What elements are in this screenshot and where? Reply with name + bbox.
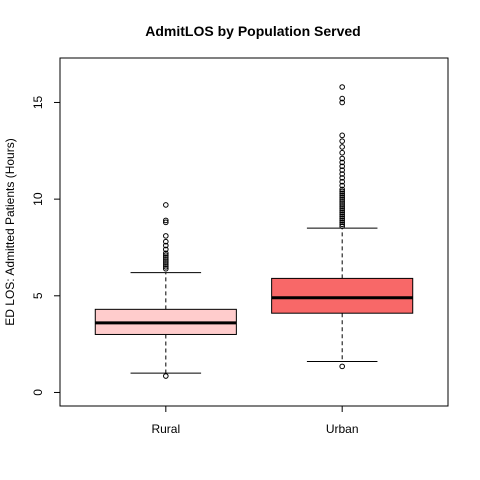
outlier-point <box>339 138 345 144</box>
outlier-point <box>163 246 169 253</box>
outlier-point <box>339 196 345 202</box>
outlier-point <box>339 175 345 181</box>
outlier-point <box>339 159 345 166</box>
outlier-point <box>163 250 169 257</box>
y-tick-label: 5 <box>31 292 45 299</box>
outlier-point <box>163 252 169 258</box>
outlier-point <box>339 202 345 208</box>
outlier-point <box>339 194 345 200</box>
outlier-point <box>339 188 345 195</box>
x-tick-label: Urban <box>326 422 359 436</box>
outlier-point <box>163 264 169 270</box>
outlier-point <box>163 373 169 379</box>
outlier-point <box>339 178 345 185</box>
outlier-point <box>163 260 169 266</box>
outlier-point <box>339 171 345 177</box>
box-urban <box>271 277 414 314</box>
y-tick-label: 0 <box>31 389 45 396</box>
outlier-point <box>339 204 345 210</box>
outlier-point <box>339 209 345 216</box>
outlier-point <box>339 213 345 220</box>
outlier-point <box>163 238 169 245</box>
outlier-point <box>339 84 345 90</box>
outlier-point <box>339 95 345 102</box>
chart-title: AdmitLOS by Population Served <box>145 23 360 39</box>
x-tick-label: Rural <box>151 422 180 436</box>
outlier-point <box>339 149 345 156</box>
outlier-point <box>339 363 345 370</box>
outlier-point <box>163 256 169 262</box>
outlier-point <box>163 219 169 226</box>
outlier-point <box>339 200 345 206</box>
outlier-point <box>163 217 169 224</box>
outlier-point <box>163 258 169 264</box>
outlier-point <box>339 144 345 150</box>
outlier-point <box>339 190 345 197</box>
outlier-point <box>339 99 345 106</box>
outlier-point <box>163 254 169 260</box>
y-tick-label: 10 <box>31 192 45 206</box>
y-axis-label: ED LOS: Admitted Patients (Hours) <box>3 138 17 325</box>
outlier-point <box>163 265 169 272</box>
plot-border <box>59 57 449 407</box>
outlier-point <box>339 221 345 228</box>
outlier-point <box>339 155 345 162</box>
y-tick-label: 15 <box>31 95 45 109</box>
outlier-point <box>339 207 345 214</box>
outlier-point <box>339 215 345 222</box>
outlier-point <box>339 206 345 212</box>
outlier-point <box>163 262 169 268</box>
outlier-point <box>163 202 169 208</box>
outlier-point <box>339 198 345 204</box>
outlier-point <box>339 223 345 229</box>
outlier-point <box>339 219 345 226</box>
outlier-point <box>163 233 169 239</box>
outlier-point <box>163 242 169 249</box>
outlier-point <box>339 186 345 193</box>
plot-area: 0 5 10 15 Rural Urban <box>31 57 449 436</box>
outlier-point <box>339 132 345 139</box>
outlier-point <box>339 217 345 224</box>
outlier-point <box>339 167 345 173</box>
outlier-point <box>339 182 345 189</box>
outlier-point <box>339 211 345 218</box>
outlier-point <box>339 192 345 199</box>
outlier-point <box>339 163 345 170</box>
